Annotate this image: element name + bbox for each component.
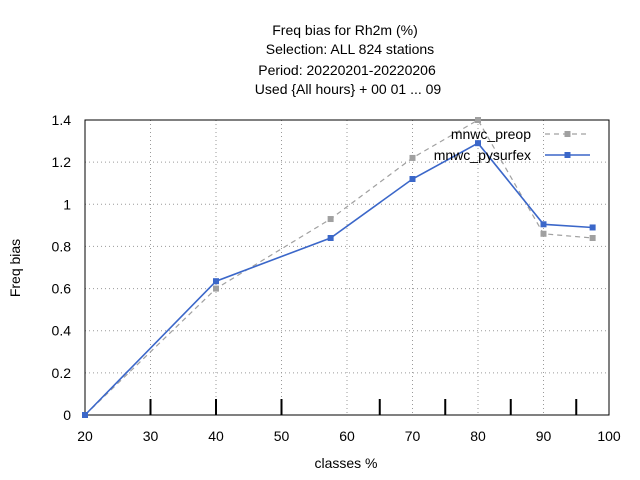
y-tick-label-5: 1: [63, 196, 71, 212]
y-tick-label-2: 0.4: [52, 323, 72, 339]
plot-frame: [84, 119, 610, 416]
point-mnwc_pysurfex-3: [409, 176, 416, 182]
point-mnwc_pysurfex-0: [82, 412, 88, 418]
point-mnwc_preop-5: [540, 230, 547, 237]
x-tick-label-2: 40: [208, 428, 224, 444]
point-mnwc_preop-1: [213, 285, 219, 292]
y-tick-label-3: 0.6: [52, 281, 72, 297]
x-tick-label-3: 50: [274, 428, 290, 444]
x-tick-label-5: 70: [405, 428, 421, 444]
title-line-3: Period: 20220201-20220206: [258, 62, 436, 78]
x-tick-label-0: 20: [77, 428, 93, 444]
point-mnwc_pysurfex-5: [540, 221, 547, 228]
y-tick-label-6: 1.2: [52, 154, 72, 170]
x-tick-label-6: 80: [470, 428, 486, 444]
title-line-2: Selection: ALL 824 stations: [266, 41, 434, 57]
point-mnwc_pysurfex-6: [589, 224, 596, 231]
x-axis-label: classes %: [314, 455, 377, 471]
legend-label-mnwc_preop: mnwc_preop: [451, 126, 531, 142]
legend: mnwc_preop mnwc_pysurfex: [434, 126, 590, 163]
point-mnwc_preop-2: [327, 216, 334, 223]
series-line-mnwc_pysurfex: [84, 142, 593, 416]
point-mnwc_preop-3: [409, 154, 416, 161]
y-tick-label-4: 0.8: [52, 238, 72, 254]
plot-border: [84, 119, 610, 416]
x-tick-label-7: 90: [536, 428, 552, 444]
legend-marker-mnwc_pysurfex: [564, 152, 571, 158]
legend-marker-mnwc_preop: [564, 131, 571, 137]
x-tick-label-4: 60: [339, 428, 355, 444]
point-mnwc_pysurfex-1: [213, 278, 219, 285]
bottom-marks: [149, 399, 578, 415]
point-mnwc_preop-4: [475, 117, 481, 123]
x-tick-label-1: 30: [143, 428, 159, 444]
y-tick-label-1: 0.2: [52, 365, 72, 381]
series-line-mnwc_preop: [84, 119, 593, 416]
legend-label-mnwc_pysurfex: mnwc_pysurfex: [434, 147, 531, 163]
point-mnwc_pysurfex-2: [327, 235, 334, 241]
series-layer: [82, 117, 596, 418]
point-mnwc_preop-6: [589, 235, 596, 241]
point-mnwc_pysurfex-4: [475, 140, 481, 147]
title-line-1: Freq bias for Rh2m (%): [272, 22, 417, 38]
title-line-4: Used {All hours} + 00 01 ... 09: [255, 81, 442, 97]
grid-layer: [85, 120, 609, 415]
y-tick-label-7: 1.4: [52, 112, 72, 128]
x-tick-label-8: 100: [597, 428, 621, 444]
y-axis-label: Freq bias: [7, 239, 23, 297]
y-axis-ticks: 0 0.2 0.4 0.6 0.8 1 1.2 1.4: [52, 112, 72, 423]
y-tick-label-0: 0: [63, 407, 71, 423]
x-axis-ticks: 20 30 40 50 60 70 80 90 100: [77, 428, 621, 444]
